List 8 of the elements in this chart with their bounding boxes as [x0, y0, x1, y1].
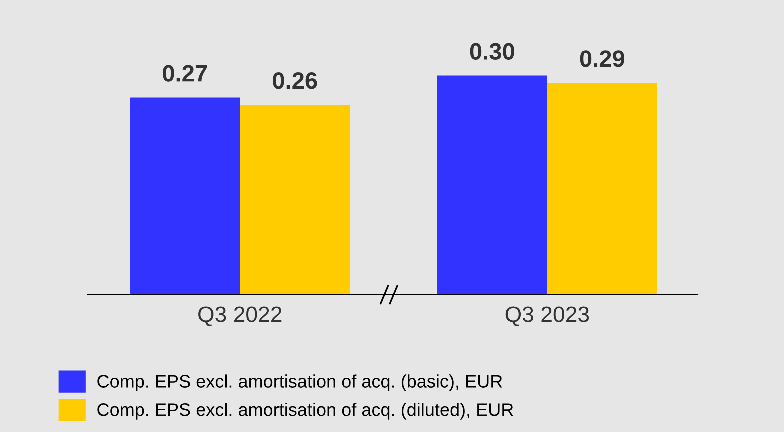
data-label: 0.30 — [470, 43, 514, 60]
legend-label: Comp. EPS excl. amortisation of acq. (basic), EUR — [98, 374, 502, 392]
data-label: 0.26 — [273, 72, 318, 90]
data-label: 0.27 — [163, 65, 208, 82]
data-label: 0.29 — [580, 50, 625, 68]
x-tick-label: Q3 2023 — [506, 306, 590, 326]
x-tick-label: Q3 2022 — [198, 306, 282, 326]
legend-label: Comp. EPS excl. amortisation of acq. (diluted), EUR — [98, 403, 514, 420]
